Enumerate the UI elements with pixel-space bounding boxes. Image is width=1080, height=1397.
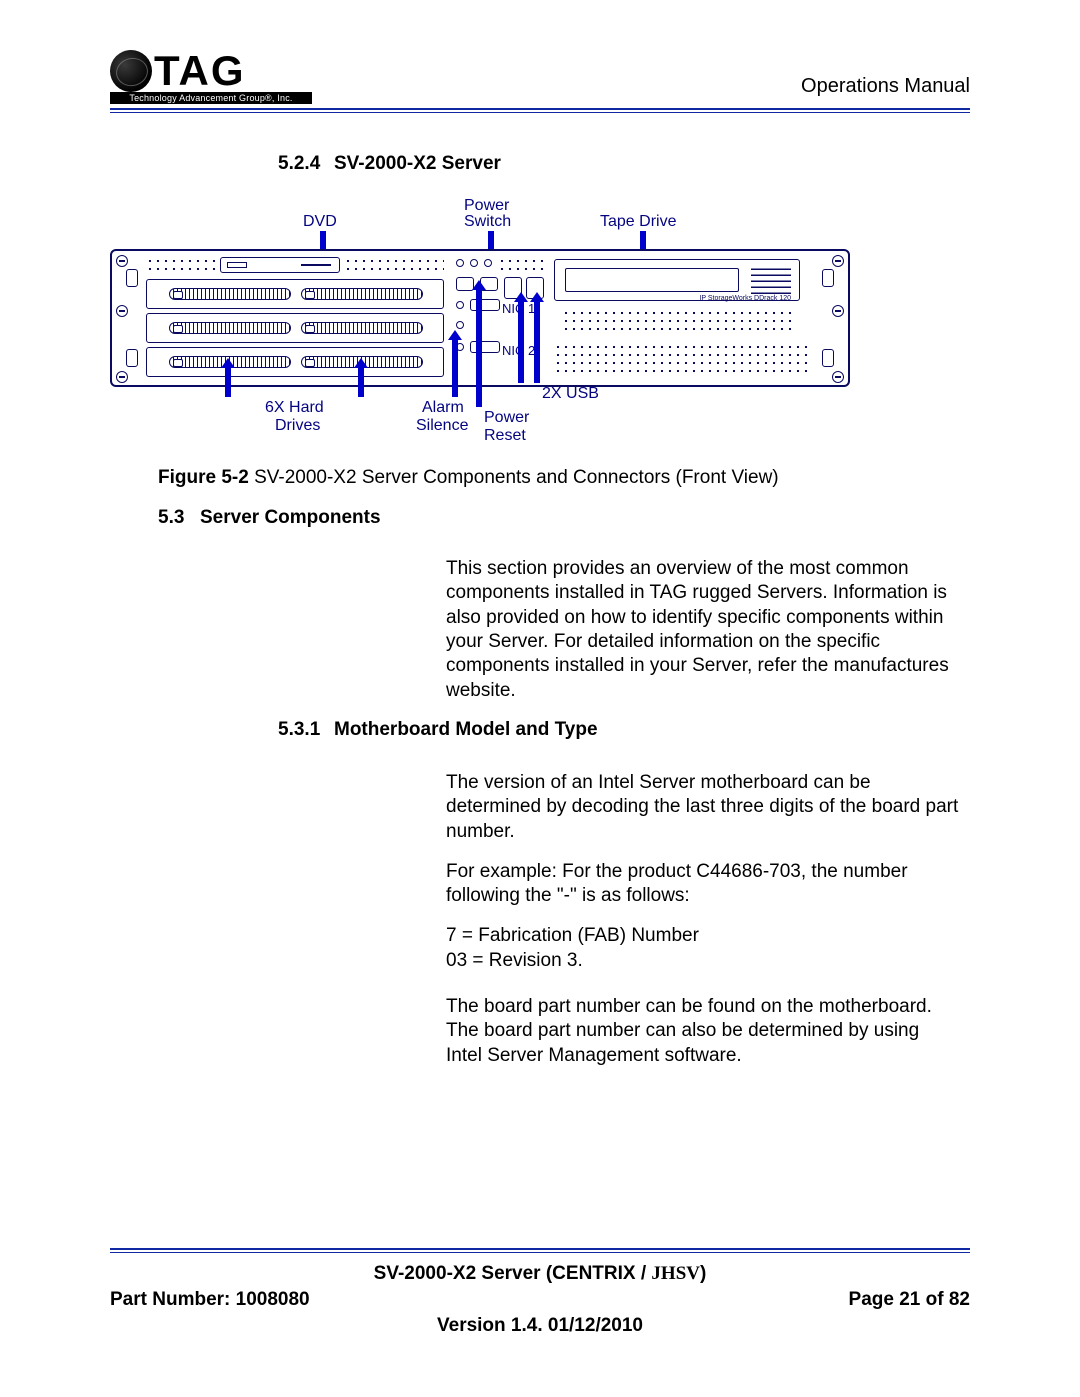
caption-bold: Figure 5-2 [158,467,249,488]
arrow-preset [476,289,482,407]
label-hard-l2: Drives [275,417,320,435]
logo: TAG Technology Advancement Group®, Inc. [110,50,312,104]
heading-5-3: 5.3Server Components [158,507,970,529]
handle-icon [126,269,138,287]
led-icon [456,321,464,329]
screw-icon [832,371,844,383]
line-fab: 7 = Fabrication (FAB) Number [446,925,699,946]
label-preset-l2: Reset [484,427,526,445]
led-icon [456,301,464,309]
heading-5-2-4: 5.2.4SV-2000-X2 Server [278,153,970,175]
caption-text: SV-2000-X2 Server Components and Connect… [249,467,779,488]
handle-icon [822,349,834,367]
handle-icon [822,269,834,287]
screw-icon [116,305,128,317]
footer-title-b: JHSV [651,1263,700,1284]
dvd-bay [220,257,340,273]
screw-icon [832,305,844,317]
arrow-hard-drives-1 [225,367,231,397]
page-header: TAG Technology Advancement Group®, Inc. … [110,50,970,104]
nic-port [470,341,500,353]
arrow-usb-2 [534,301,540,383]
paragraph-5-3-1-d: The board part number can be found on th… [446,995,960,1068]
heading-text: Server Components [200,507,381,528]
footer-title-c: ) [700,1263,706,1284]
logo-subtitle: Technology Advancement Group®, Inc. [110,92,312,104]
figure-caption: Figure 5-2 SV-2000-X2 Server Components … [158,467,970,489]
label-alarm-l1: Alarm [422,399,464,417]
paragraph-5-3-1-a: The version of an Intel Server motherboa… [446,771,960,844]
led-icon [470,259,478,267]
footer-version: Version 1.4. 01/12/2010 [110,1315,970,1337]
heading-number: 5.3 [158,507,200,529]
vent-grid [498,257,544,271]
handle-icon [126,349,138,367]
vent-grid [344,257,444,271]
vent-grid [554,343,808,373]
page-footer: SV-2000-X2 Server (CENTRIX / JHSV) Part … [110,1248,970,1337]
heading-number: 5.2.4 [278,153,334,175]
led-icon [484,259,492,267]
header-rule [110,108,970,113]
paragraph-5-3-1-c: 7 = Fabrication (FAB) Number 03 = Revisi… [446,924,960,973]
drive-bay [146,347,444,377]
label-usb: 2X USB [542,385,599,403]
footer-title-a: SV-2000-X2 Server (CENTRIX / [374,1263,652,1284]
heading-text: Motherboard Model and Type [334,719,598,740]
footer-page-number: Page 21 of 82 [849,1289,970,1311]
arrow-alarm [452,339,458,397]
vent-grid [562,309,792,335]
label-power-switch-l1: Power [464,197,509,215]
arrow-hard-drives-2 [358,367,364,397]
nic-port [470,299,500,311]
tape-drive-bay: IP StorageWorks DDrack 120 [554,259,800,301]
globe-icon [110,50,152,92]
label-power-switch-l2: Switch [464,213,511,231]
footer-title: SV-2000-X2 Server (CENTRIX / JHSV) [110,1263,970,1285]
drive-bay [146,279,444,309]
line-rev: 03 = Revision 3. [446,950,583,971]
heading-number: 5.3.1 [278,719,334,741]
manual-title: Operations Manual [801,75,970,104]
heading-5-3-1: 5.3.1Motherboard Model and Type [278,719,970,741]
heading-text: SV-2000-X2 Server [334,153,501,174]
paragraph-5-3-1-b: For example: For the product C44686-703,… [446,860,960,909]
label-hard-l1: 6X Hard [265,399,324,417]
server-diagram: DVD Power Switch Tape Drive [110,189,850,449]
vent-grid [146,257,216,271]
label-preset-l1: Power [484,409,529,427]
screw-icon [832,255,844,267]
paragraph-5-3: This section provides an overview of the… [446,557,960,703]
logo-text: TAG [154,50,246,92]
arrow-usb-1 [518,301,524,383]
screw-icon [116,371,128,383]
led-icon [456,259,464,267]
drive-bay [146,313,444,343]
label-tape-drive: Tape Drive [600,213,676,231]
label-dvd: DVD [303,213,337,231]
label-alarm-l2: Silence [416,417,468,435]
footer-rule [110,1248,970,1253]
footer-part-number: Part Number: 1008080 [110,1289,310,1311]
screw-icon [116,255,128,267]
